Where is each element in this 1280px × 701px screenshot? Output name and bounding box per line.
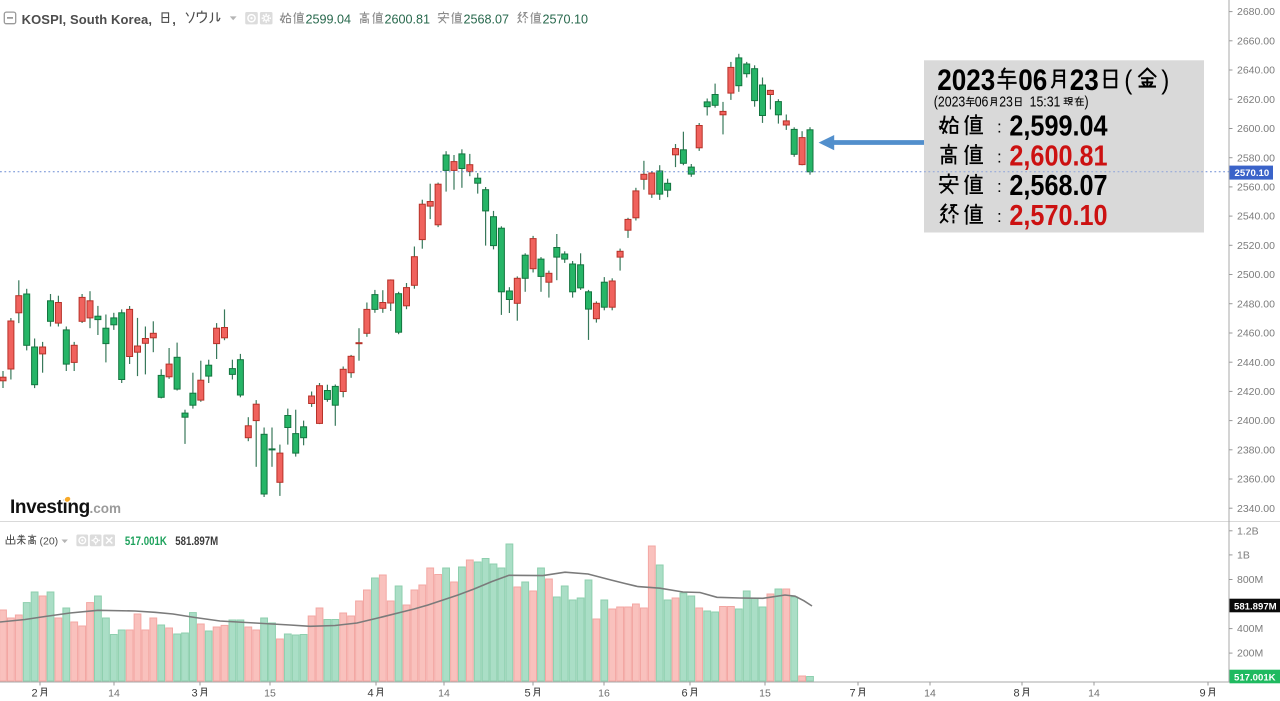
svg-text:2600.81: 2600.81 [385, 12, 431, 26]
svg-text:(2023: (2023 [934, 94, 965, 110]
svg-text:14: 14 [438, 687, 450, 699]
svg-text:15:31: 15:31 [1030, 94, 1061, 110]
svg-text:2: 2 [32, 687, 38, 699]
svg-text:2480.00: 2480.00 [1237, 298, 1275, 310]
svg-text:2420.00: 2420.00 [1237, 386, 1275, 398]
svg-text:(20): (20) [40, 536, 59, 548]
svg-text:06: 06 [975, 94, 989, 110]
svg-text:2520.00: 2520.00 [1237, 240, 1275, 252]
svg-text:1B: 1B [1237, 550, 1250, 562]
svg-text:(: ( [1124, 66, 1133, 95]
svg-text:400M: 400M [1237, 623, 1263, 635]
svg-text:06: 06 [1018, 63, 1047, 96]
svg-text:4: 4 [368, 687, 374, 699]
svg-text:2,568.07: 2,568.07 [1009, 169, 1107, 202]
svg-text:2620.00: 2620.00 [1237, 94, 1275, 106]
svg-text:2560.00: 2560.00 [1237, 182, 1275, 194]
svg-text:14: 14 [924, 687, 936, 699]
svg-text:2568.07: 2568.07 [464, 12, 510, 26]
svg-text:2570.10: 2570.10 [543, 12, 589, 26]
svg-text:6: 6 [682, 687, 688, 699]
svg-text:2660.00: 2660.00 [1237, 35, 1275, 47]
svg-text:2570.10: 2570.10 [1235, 168, 1270, 179]
svg-text:23: 23 [999, 94, 1013, 110]
svg-text:23: 23 [1070, 63, 1099, 96]
svg-text:2580.00: 2580.00 [1237, 152, 1275, 164]
svg-text:.com: .com [90, 501, 122, 516]
svg-text:,: , [172, 12, 176, 27]
svg-text:2023: 2023 [937, 63, 995, 96]
svg-text::: : [997, 118, 1002, 137]
svg-text:517.001K: 517.001K [1234, 672, 1276, 683]
svg-text:800M: 800M [1237, 574, 1263, 586]
svg-text:2500.00: 2500.00 [1237, 269, 1275, 281]
svg-text:581.897M: 581.897M [1234, 601, 1277, 612]
svg-text:KOSPI, South Korea,: KOSPI, South Korea, [22, 12, 152, 27]
svg-text:1.2B: 1.2B [1237, 525, 1259, 537]
svg-text:517.001K: 517.001K [125, 535, 167, 548]
svg-text:16: 16 [598, 687, 610, 699]
svg-text:2,599.04: 2,599.04 [1009, 109, 1107, 142]
svg-text:2600.00: 2600.00 [1237, 123, 1275, 135]
svg-text:2460.00: 2460.00 [1237, 328, 1275, 340]
svg-text:2340.00: 2340.00 [1237, 503, 1275, 515]
svg-text:2680.00: 2680.00 [1237, 6, 1275, 18]
svg-text:2380.00: 2380.00 [1237, 444, 1275, 456]
svg-text:7: 7 [850, 687, 856, 699]
svg-text:2640.00: 2640.00 [1237, 65, 1275, 77]
svg-text:2,600.81: 2,600.81 [1009, 139, 1107, 172]
svg-text:2540.00: 2540.00 [1237, 211, 1275, 223]
svg-text:15: 15 [759, 687, 771, 699]
svg-text::: : [997, 177, 1002, 196]
svg-text:581.897M: 581.897M [175, 535, 218, 548]
svg-text:2,570.10: 2,570.10 [1009, 198, 1107, 231]
svg-text:9: 9 [1200, 687, 1206, 699]
svg-text:5: 5 [525, 687, 531, 699]
svg-text:14: 14 [108, 687, 120, 699]
svg-text:8: 8 [1014, 687, 1020, 699]
svg-text:Investing: Investing [10, 497, 90, 518]
svg-text:2400.00: 2400.00 [1237, 415, 1275, 427]
svg-text:): ) [1085, 94, 1089, 110]
svg-text::: : [997, 147, 1002, 166]
svg-text:15: 15 [264, 687, 276, 699]
svg-text:3: 3 [192, 687, 198, 699]
svg-text:): ) [1161, 66, 1169, 95]
svg-text:2599.04: 2599.04 [306, 12, 352, 26]
svg-text:2440.00: 2440.00 [1237, 357, 1275, 369]
svg-text:2360.00: 2360.00 [1237, 474, 1275, 486]
svg-text:14: 14 [1088, 687, 1100, 699]
svg-text:200M: 200M [1237, 648, 1263, 660]
svg-text::: : [997, 207, 1002, 226]
